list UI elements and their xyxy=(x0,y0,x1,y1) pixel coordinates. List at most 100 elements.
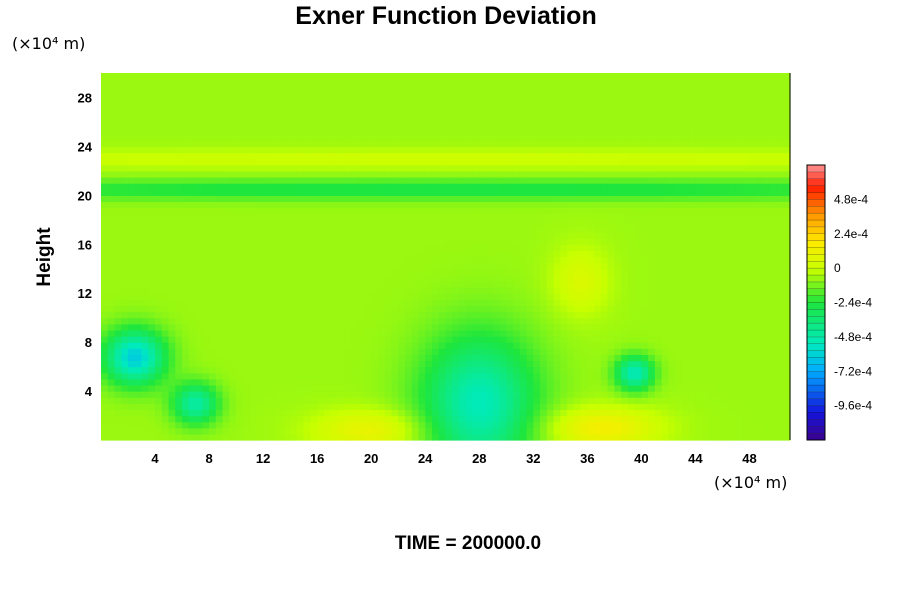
heatmap-cell xyxy=(425,293,433,300)
heatmap-cell xyxy=(634,409,642,417)
heatmap-cell xyxy=(357,225,366,233)
heatmap-cell xyxy=(553,329,561,337)
heatmap-cell xyxy=(654,176,663,184)
heatmap-cell xyxy=(249,238,257,245)
heatmap-cell xyxy=(411,164,420,172)
heatmap-cell xyxy=(567,164,575,172)
heatmap-cell xyxy=(182,323,190,331)
heatmap-cell xyxy=(573,415,582,423)
heatmap-cell xyxy=(486,176,494,184)
heatmap-cell xyxy=(263,146,271,154)
heatmap-cell xyxy=(418,183,426,190)
heatmap-cell xyxy=(371,391,379,398)
heatmap-cell xyxy=(641,170,649,178)
heatmap-cell xyxy=(621,403,629,411)
heatmap-cell xyxy=(567,146,575,154)
heatmap-cell xyxy=(188,366,197,374)
heatmap-cell xyxy=(269,280,278,288)
heatmap-cell xyxy=(317,238,325,245)
heatmap-cell xyxy=(303,384,311,392)
heatmap-cell xyxy=(499,342,507,349)
heatmap-cell xyxy=(513,225,521,233)
heatmap-cell xyxy=(350,409,359,417)
heatmap-cell xyxy=(573,256,582,264)
heatmap-cell xyxy=(323,121,332,129)
heatmap-cell xyxy=(128,91,136,99)
heatmap-cell xyxy=(499,336,507,343)
heatmap-cell xyxy=(134,146,143,154)
heatmap-cell xyxy=(128,134,136,141)
heatmap-cell xyxy=(533,305,541,313)
heatmap-cell xyxy=(445,421,453,429)
heatmap-cell xyxy=(182,421,190,429)
heatmap-cell xyxy=(431,109,440,117)
heatmap-cell xyxy=(155,115,163,123)
heatmap-cell xyxy=(607,305,615,313)
heatmap-cell xyxy=(499,299,507,307)
heatmap-cell xyxy=(310,176,318,184)
heatmap-cell xyxy=(290,433,298,441)
heatmap-cell xyxy=(209,329,217,337)
heatmap-cell xyxy=(155,152,163,160)
heatmap-cell xyxy=(107,183,116,190)
heatmap-cell xyxy=(621,115,629,123)
heatmap-cell xyxy=(648,189,656,196)
heatmap-cell xyxy=(472,164,480,172)
heatmap-cell xyxy=(418,336,426,343)
heatmap-cell xyxy=(587,342,595,349)
heatmap-cell xyxy=(634,183,642,190)
heatmap-cell xyxy=(513,323,521,331)
heatmap-cell xyxy=(290,348,298,355)
heatmap-cell xyxy=(114,336,122,343)
heatmap-cell xyxy=(654,79,663,86)
heatmap-cell xyxy=(236,397,244,404)
heatmap-cell xyxy=(594,268,602,276)
heatmap-cell xyxy=(134,287,143,294)
heatmap-cell xyxy=(364,360,372,368)
heatmap-cell xyxy=(627,403,636,411)
heatmap-cell xyxy=(229,329,237,337)
heatmap-cell xyxy=(465,91,474,99)
heatmap-cell xyxy=(600,329,609,337)
heatmap-cell xyxy=(128,421,136,429)
heatmap-cell xyxy=(459,201,467,209)
heatmap-cell xyxy=(364,397,372,404)
heatmap-cell xyxy=(553,164,561,172)
heatmap-cell xyxy=(101,201,109,209)
heatmap-cell xyxy=(546,195,555,203)
heatmap-cell xyxy=(404,91,413,99)
heatmap-cell xyxy=(236,415,244,423)
heatmap-cell xyxy=(155,415,163,423)
heatmap-cell xyxy=(614,85,622,92)
heatmap-cell xyxy=(114,287,122,294)
heatmap-cell xyxy=(134,323,143,331)
heatmap-cell xyxy=(364,421,372,429)
heatmap-cell xyxy=(337,329,345,337)
heatmap-cell xyxy=(641,372,649,380)
heatmap-cell xyxy=(431,115,440,123)
heatmap-cell xyxy=(148,421,156,429)
heatmap-cell xyxy=(175,372,183,380)
heatmap-cell xyxy=(486,134,494,141)
heatmap-cell xyxy=(438,103,447,111)
heatmap-cell xyxy=(249,189,257,196)
heatmap-cell xyxy=(452,219,460,227)
heatmap-cell xyxy=(452,360,460,368)
heatmap-cell xyxy=(452,256,460,264)
heatmap-cell xyxy=(553,323,561,331)
heatmap-cell xyxy=(594,262,602,270)
heatmap-cell xyxy=(560,378,568,386)
heatmap-cell xyxy=(560,287,568,294)
heatmap-cell xyxy=(337,146,345,154)
heatmap-cell xyxy=(195,421,203,429)
heatmap-cell xyxy=(594,213,602,221)
heatmap-cell xyxy=(560,372,568,380)
heatmap-cell xyxy=(222,342,230,349)
heatmap-cell xyxy=(229,250,237,258)
heatmap-cell xyxy=(263,403,271,411)
heatmap-cell xyxy=(546,433,555,441)
heatmap-cell xyxy=(161,109,170,117)
heatmap-cell xyxy=(377,97,386,105)
heatmap-cell xyxy=(283,287,291,294)
heatmap-cell xyxy=(614,201,622,209)
